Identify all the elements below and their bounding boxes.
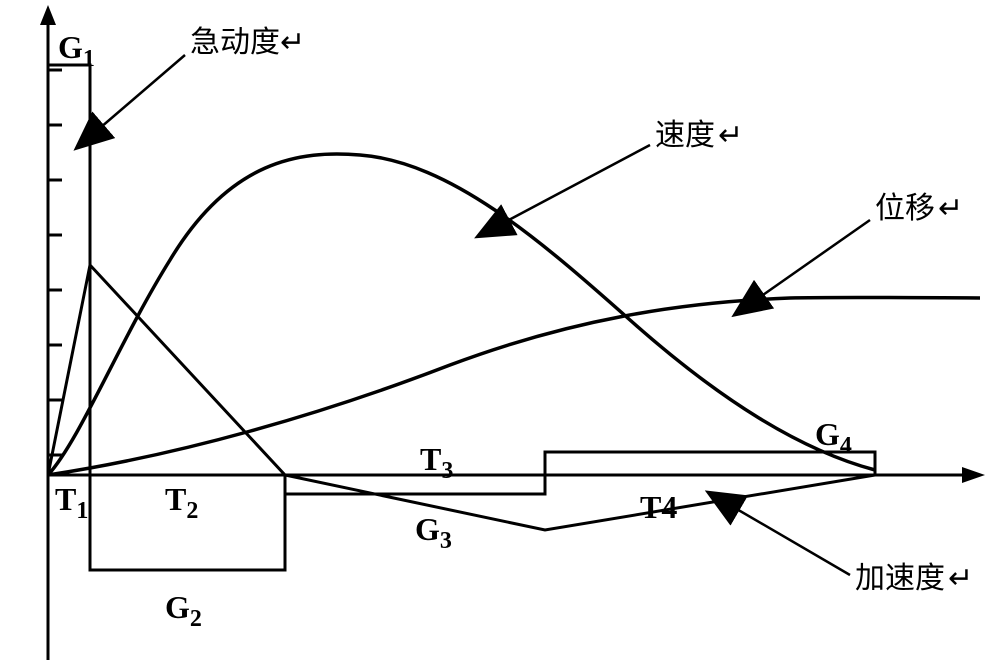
jerk-label: 急动度 [190, 26, 280, 59]
t4-label: T4 [640, 489, 677, 525]
x-axis-arrow [962, 467, 985, 483]
vel-tail: ↵ [718, 119, 743, 152]
acceleration-label: 加速度 [855, 562, 945, 595]
jerk-segment-g4 [545, 452, 875, 475]
velocity-callout-arrow [505, 145, 650, 222]
t3-label: T3 [420, 441, 453, 484]
t2-label: T2 [165, 481, 198, 524]
motion-profile-diagram: 急动度 ↵ 速度 ↵ 位移 ↵ 加速度 ↵ G1 G2 G3 G4 T1 T2 … [0, 0, 1000, 672]
jerk-callout-arrow [100, 55, 185, 128]
g2-label: G2 [165, 589, 202, 632]
disp-tail: ↵ [938, 192, 963, 225]
velocity-label: 速度 [655, 119, 715, 152]
acceleration-callout-arrow [735, 508, 850, 575]
chart-container: 急动度 ↵ 速度 ↵ 位移 ↵ 加速度 ↵ G1 G2 G3 G4 T1 T2 … [0, 0, 1000, 672]
velocity-curve [48, 154, 875, 475]
displacement-callout-arrow [760, 220, 870, 297]
jerk-tail: ↵ [280, 26, 305, 59]
t1-label: T1 [55, 481, 88, 524]
displacement-label: 位移 [875, 192, 935, 225]
accel-tail: ↵ [948, 562, 973, 595]
g3-label: G3 [415, 511, 452, 554]
y-axis-arrow [40, 5, 56, 25]
